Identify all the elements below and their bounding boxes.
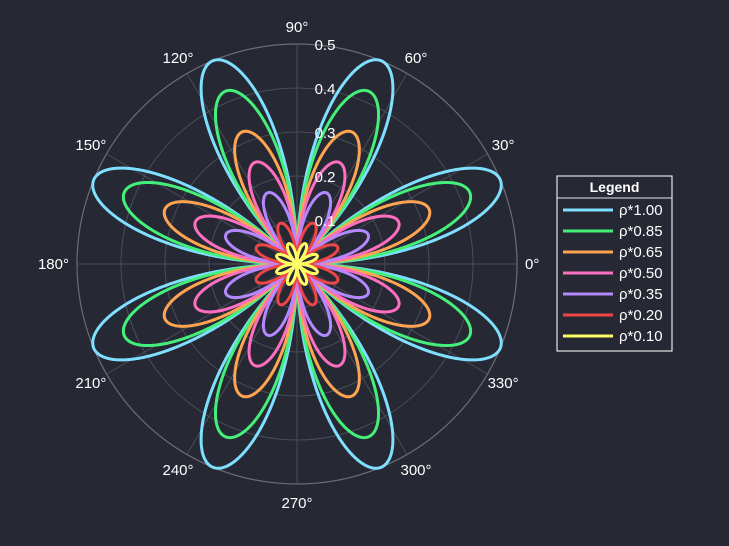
angle-tick-label: 0° [525,256,539,273]
angle-tick-label: 120° [162,50,193,67]
axis-labels: 0.1 0.2 0.3 0.4 0.5 0° 30° 60° 90° 120° 150° 180° 21… [38,19,539,512]
legend-entry-label: ρ*0.10 [619,328,663,345]
radial-tick-label: 0.1 [315,213,336,230]
legend-entry-label: ρ*0.35 [619,286,663,303]
radial-tick-label: 0.3 [315,125,336,142]
angle-tick-label: 300° [400,462,431,479]
series-layer [91,58,503,470]
angle-tick-label: 240° [162,462,193,479]
series-line [275,242,319,286]
angle-tick-label: 210° [75,375,106,392]
radial-tick-label: 0.5 [315,37,336,54]
legend-entry-label: ρ*1.00 [619,202,663,219]
legend-entry-label: ρ*0.50 [619,265,663,282]
legend-frame [556,175,673,352]
radial-tick-label: 0.2 [315,169,336,186]
angle-tick-label: 270° [281,495,312,512]
angle-tick-label: 150° [75,137,106,154]
legend-entry-label: ρ*0.85 [619,223,663,240]
angle-tick-label: 90° [286,19,309,36]
legend-title: Legend [590,179,640,195]
legend: Legend ρ*1.00 ρ*0.85 ρ*0.65 ρ*0.50 ρ*0.35 ρ*0.… [556,175,673,352]
angle-tick-label: 60° [405,50,428,67]
legend-entry-label: ρ*0.65 [619,244,663,261]
radial-tick-label: 0.4 [315,81,336,98]
angle-tick-label: 30° [492,137,515,154]
legend-entry-label: ρ*0.20 [619,307,663,324]
angle-tick-label: 180° [38,256,69,273]
angle-tick-label: 330° [488,375,519,392]
